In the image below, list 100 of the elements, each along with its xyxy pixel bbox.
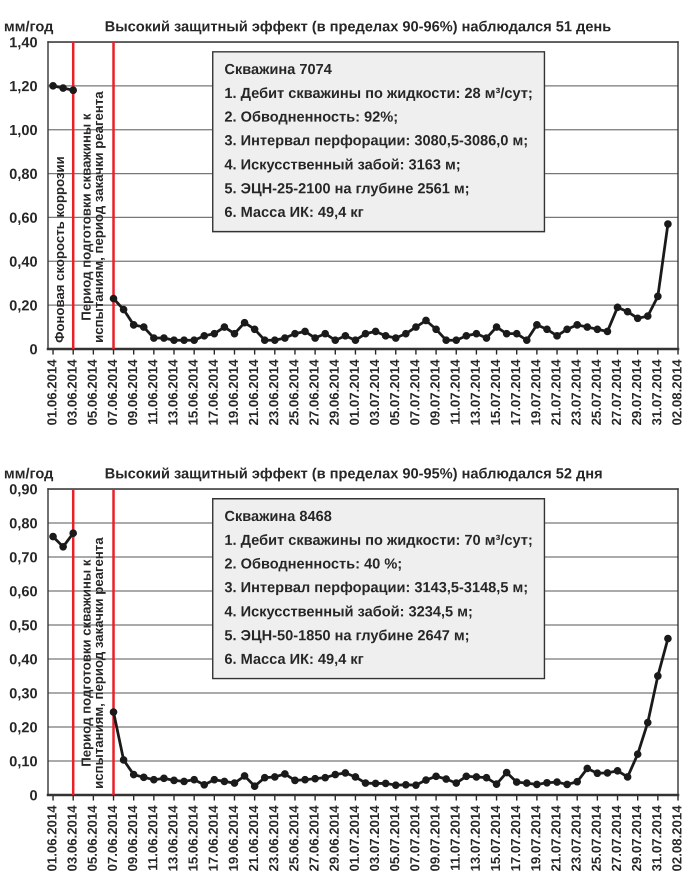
point: [583, 764, 592, 772]
y-tick-label: 0,40: [10, 256, 37, 269]
x-tick-label: 13.07.2014: [470, 359, 480, 425]
point: [311, 334, 319, 342]
point: [604, 769, 612, 777]
point: [634, 314, 642, 322]
point: [634, 750, 642, 758]
x-tick-label: 27.07.2014: [612, 805, 622, 871]
annotation: Период подготовки скважины к испытаниям, период закачки реагента: [82, 91, 106, 342]
y-tick-label: 0,20: [10, 300, 37, 313]
x-tick-label: 27.06.2014: [309, 805, 319, 871]
point: [462, 772, 470, 780]
point: [281, 770, 289, 778]
point: [522, 336, 531, 344]
point: [200, 780, 208, 789]
y-tick-label: 0,50: [10, 620, 37, 633]
x-tick-label: 31.07.2014: [652, 359, 662, 426]
y-tick-label: 1,00: [10, 124, 37, 138]
y-tick-label: 0: [30, 344, 37, 354]
x-tick-label: 15.06.2014: [188, 359, 198, 425]
x-tick-label: 21.06.2014: [248, 805, 258, 871]
x-tick-label: 09.06.2014: [128, 359, 138, 425]
point: [563, 325, 571, 334]
y-tick-label: 0,60: [10, 586, 37, 599]
point: [49, 82, 57, 90]
x-tick-label: 17.06.2014: [208, 359, 218, 425]
point: [352, 773, 360, 781]
x-tick-label: 05.06.2014: [88, 805, 97, 871]
point: [614, 304, 622, 312]
point: [291, 330, 299, 338]
point: [442, 336, 450, 344]
point: [624, 773, 632, 781]
point: [654, 672, 662, 680]
point: [150, 334, 158, 342]
point: [472, 773, 480, 781]
x-tick-label: 23.06.2014: [269, 359, 278, 425]
chart-title: Высокий защитный эффект (в пределах 90-95%) наблюдался 52 дня: [106, 467, 602, 482]
point: [270, 773, 279, 781]
y-tick-label: 0,20: [10, 722, 37, 735]
y-axis-title: мм/год: [4, 20, 54, 34]
point: [522, 779, 531, 787]
point: [180, 336, 188, 344]
point: [412, 323, 420, 331]
y-tick-label: 0,80: [10, 518, 37, 531]
point: [604, 328, 612, 336]
point: [402, 330, 410, 338]
x-tick-label: 15.07.2014: [490, 359, 500, 425]
x-tick-label: 19.07.2014: [531, 359, 540, 425]
point: [583, 323, 592, 331]
point: [512, 778, 521, 786]
x-tick-label: 29.06.2014: [329, 359, 339, 425]
x-tick-label: 31.07.2014: [652, 805, 662, 872]
point: [412, 781, 420, 789]
x-tick-label: 13.06.2014: [168, 805, 178, 871]
point: [644, 312, 652, 320]
point: [321, 774, 330, 782]
point: [130, 770, 138, 778]
annotation: Скважина 7074 1. Дебит скважины по жидкости: 28 м³/сут; 2. Обводненность: 92%; 3. Интервал перфорации: 3080,5-3086,0 м; 4. Искусственный забой: 3163 м; 5. ЭЦН-25-2100 на глубине 2561 м; 6. Масса ИК: 49,4 кг: [224, 64, 532, 220]
y-tick-label: 0: [30, 790, 37, 800]
point: [230, 779, 238, 787]
x-tick-label: 02.08.2014: [672, 805, 682, 871]
x-tick-label: 17.07.2014: [510, 359, 520, 425]
point: [452, 779, 460, 787]
point: [210, 776, 218, 784]
y-tick-label: 0,40: [10, 654, 37, 667]
point: [210, 330, 218, 338]
point: [432, 325, 440, 334]
point: [49, 532, 57, 540]
x-tick-label: 27.07.2014: [612, 359, 622, 425]
x-tick-label: 25.06.2014: [289, 805, 298, 871]
x-tick-label: 07.06.2014: [108, 359, 118, 425]
point: [331, 770, 340, 778]
x-tick-label: 19.06.2014: [228, 805, 238, 871]
point: [291, 776, 299, 784]
point: [553, 332, 561, 340]
point: [59, 542, 67, 551]
point: [512, 330, 521, 338]
point: [170, 336, 178, 344]
y-tick-label: 0,10: [10, 756, 37, 769]
x-tick-label: 05.07.2014: [390, 359, 400, 425]
x-tick-label: 15.06.2014: [188, 805, 198, 871]
point: [482, 334, 490, 342]
point: [543, 325, 551, 334]
point: [220, 323, 228, 331]
point: [392, 334, 400, 342]
point: [120, 756, 128, 764]
x-tick-label: 25.07.2014: [592, 805, 601, 871]
x-tick-label: 11.06.2014: [148, 805, 158, 870]
point: [110, 294, 118, 302]
y-tick-label: 1,20: [10, 80, 37, 94]
point: [150, 776, 158, 784]
point: [472, 330, 480, 338]
x-tick-label: 25.06.2014: [289, 359, 298, 425]
x-tick-label: 03.07.2014: [370, 359, 380, 425]
x-tick-label: 01.07.2014: [350, 359, 359, 425]
x-tick-label: 15.07.2014: [490, 805, 500, 871]
x-tick-label: 23.07.2014: [571, 359, 581, 425]
x-tick-label: 21.06.2014: [248, 359, 258, 425]
point: [382, 780, 390, 788]
point: [240, 772, 248, 780]
